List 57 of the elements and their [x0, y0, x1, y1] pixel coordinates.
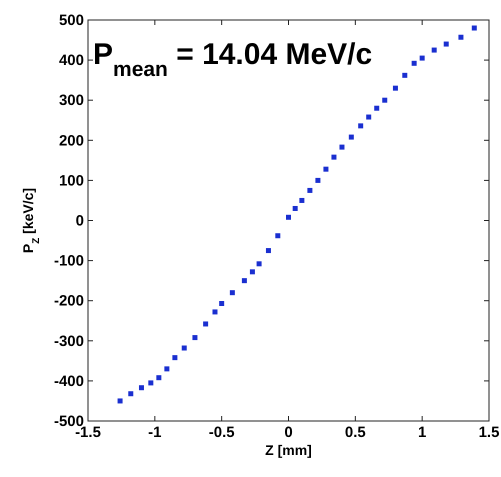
point: [292, 206, 298, 211]
point: [250, 269, 255, 274]
point: [402, 72, 408, 78]
point: [331, 154, 336, 160]
point: [182, 346, 187, 351]
point: [118, 398, 123, 404]
point: [382, 98, 388, 103]
y-tick-label: -400: [54, 372, 84, 390]
y-tick-label: -100: [54, 252, 84, 270]
point: [275, 233, 280, 238]
point: [366, 114, 372, 120]
y-tick-label: 0: [76, 212, 84, 230]
y-tick-label: 100: [58, 172, 84, 190]
point: [192, 335, 198, 340]
x-tick-label: 0.5: [344, 424, 366, 441]
text: P$_{mean}$ = 14.04 MeV/c: [93, 38, 372, 80]
point: [307, 188, 312, 193]
point: [212, 309, 218, 314]
point: [172, 355, 178, 360]
point: [412, 60, 417, 66]
point: [286, 214, 291, 220]
point: [164, 366, 170, 372]
point: [392, 86, 398, 91]
y-tick-label: 500: [58, 12, 84, 29]
point: [339, 144, 344, 150]
x-tick-label: 1: [418, 424, 426, 441]
y-tick-label: -200: [54, 292, 84, 310]
y-tick-label: -300: [54, 332, 84, 350]
point: [138, 385, 144, 390]
point: [148, 380, 154, 386]
point: [458, 34, 464, 40]
point: [323, 166, 328, 172]
point: [374, 106, 380, 111]
x-axis-title: Z [mm]: [265, 442, 312, 458]
point: [128, 391, 134, 396]
point: [156, 375, 162, 380]
point: [203, 321, 208, 326]
x-tick-label: 0: [284, 424, 293, 441]
y-tick-label: 200: [58, 132, 84, 150]
point: [242, 278, 247, 284]
point: [432, 48, 437, 53]
point: [472, 26, 477, 31]
point: [420, 56, 425, 61]
point: [348, 134, 354, 140]
x-tick-label: 1.5: [478, 424, 500, 441]
x-tick-label: -1: [148, 424, 162, 441]
point: [444, 42, 449, 47]
point: [256, 261, 262, 266]
x-tick-label: -0.5: [208, 424, 235, 441]
y-tick-label: 300: [58, 92, 84, 110]
point: [230, 290, 235, 296]
point: [266, 248, 271, 254]
point: [299, 198, 304, 203]
point: [358, 123, 364, 128]
point: [219, 301, 224, 306]
point: [315, 178, 320, 183]
y-tick-label: 400: [58, 52, 84, 70]
